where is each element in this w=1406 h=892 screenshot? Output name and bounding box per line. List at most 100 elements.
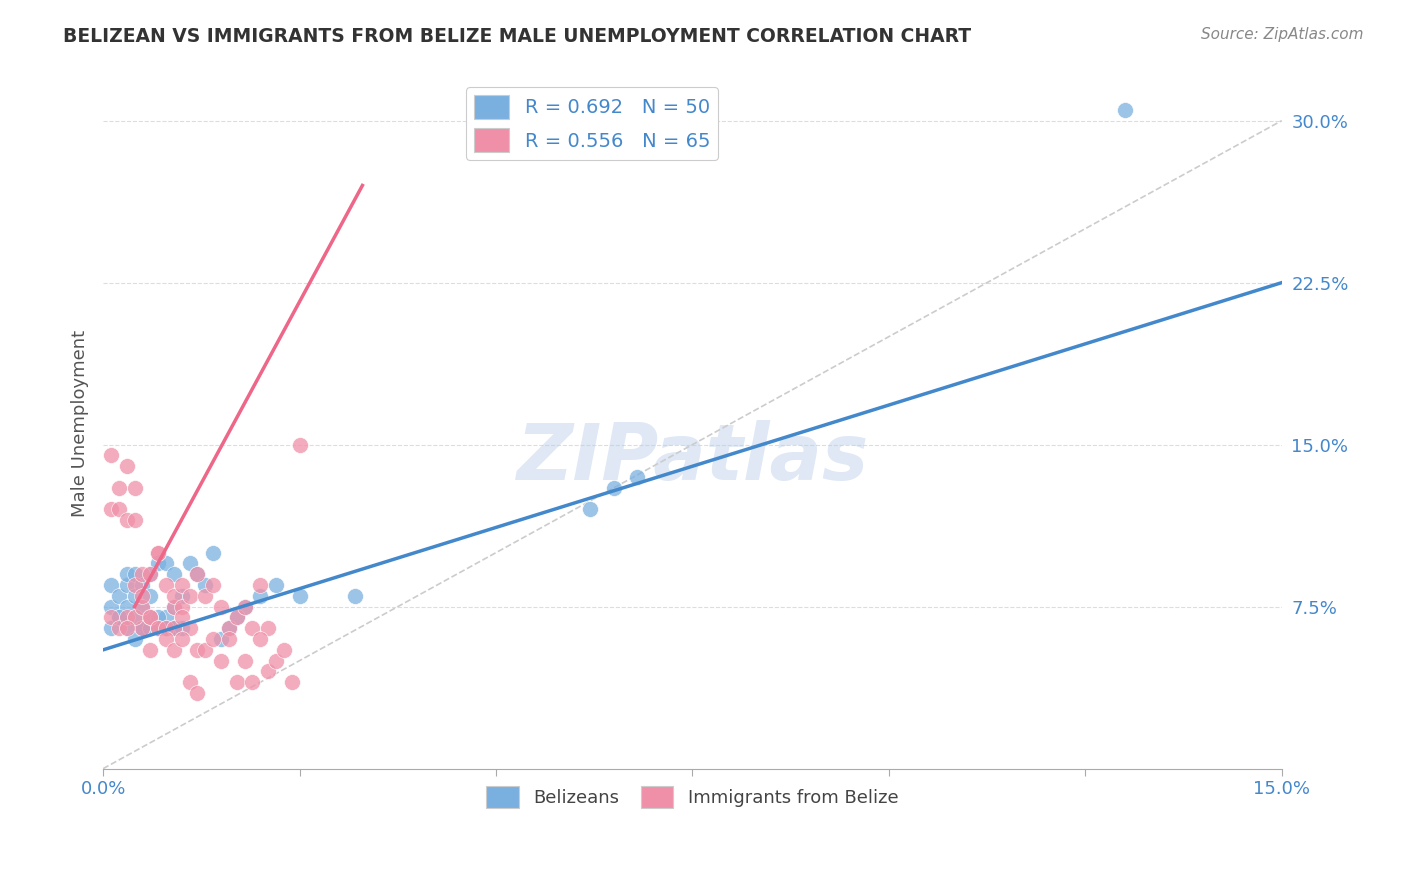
- Point: [115, 567, 138, 582]
- Point: [257, 665, 280, 679]
- Point: [194, 643, 217, 657]
- Point: [139, 610, 162, 624]
- Point: [131, 578, 153, 592]
- Point: [108, 589, 131, 603]
- Point: [146, 621, 169, 635]
- Point: [179, 675, 201, 690]
- Point: [124, 567, 146, 582]
- Point: [146, 610, 169, 624]
- Point: [288, 437, 311, 451]
- Text: Source: ZipAtlas.com: Source: ZipAtlas.com: [1201, 27, 1364, 42]
- Point: [139, 567, 162, 582]
- Point: [124, 513, 146, 527]
- Point: [626, 470, 648, 484]
- Point: [194, 589, 217, 603]
- Point: [280, 675, 302, 690]
- Point: [108, 621, 131, 635]
- Point: [124, 589, 146, 603]
- Point: [124, 610, 146, 624]
- Point: [155, 557, 177, 571]
- Point: [108, 502, 131, 516]
- Point: [155, 621, 177, 635]
- Point: [146, 621, 169, 635]
- Point: [209, 654, 232, 668]
- Point: [170, 589, 193, 603]
- Point: [131, 589, 153, 603]
- Point: [209, 632, 232, 646]
- Point: [225, 675, 247, 690]
- Point: [155, 621, 177, 635]
- Point: [170, 621, 193, 635]
- Point: [163, 621, 186, 635]
- Point: [242, 621, 264, 635]
- Point: [186, 567, 208, 582]
- Point: [218, 621, 240, 635]
- Point: [233, 654, 256, 668]
- Point: [186, 643, 208, 657]
- Point: [108, 481, 131, 495]
- Point: [170, 599, 193, 614]
- Point: [100, 449, 122, 463]
- Point: [139, 621, 162, 635]
- Point: [146, 546, 169, 560]
- Point: [218, 621, 240, 635]
- Point: [163, 599, 186, 614]
- Point: [579, 502, 602, 516]
- Point: [124, 610, 146, 624]
- Point: [115, 578, 138, 592]
- Point: [242, 675, 264, 690]
- Point: [202, 546, 225, 560]
- Point: [264, 654, 287, 668]
- Point: [225, 610, 247, 624]
- Point: [124, 632, 146, 646]
- Y-axis label: Male Unemployment: Male Unemployment: [72, 329, 89, 516]
- Point: [273, 643, 295, 657]
- Point: [194, 578, 217, 592]
- Point: [100, 599, 122, 614]
- Point: [115, 621, 138, 635]
- Point: [179, 589, 201, 603]
- Point: [163, 599, 186, 614]
- Point: [218, 632, 240, 646]
- Point: [100, 578, 122, 592]
- Point: [139, 589, 162, 603]
- Point: [179, 621, 201, 635]
- Point: [170, 610, 193, 624]
- Point: [288, 589, 311, 603]
- Point: [131, 599, 153, 614]
- Point: [202, 632, 225, 646]
- Point: [603, 481, 626, 495]
- Point: [131, 599, 153, 614]
- Point: [131, 621, 153, 635]
- Point: [115, 459, 138, 474]
- Point: [139, 643, 162, 657]
- Point: [170, 578, 193, 592]
- Point: [100, 621, 122, 635]
- Point: [1114, 103, 1136, 117]
- Point: [155, 632, 177, 646]
- Point: [139, 567, 162, 582]
- Point: [163, 589, 186, 603]
- Point: [115, 621, 138, 635]
- Point: [115, 599, 138, 614]
- Text: BELIZEAN VS IMMIGRANTS FROM BELIZE MALE UNEMPLOYMENT CORRELATION CHART: BELIZEAN VS IMMIGRANTS FROM BELIZE MALE …: [63, 27, 972, 45]
- Point: [100, 502, 122, 516]
- Point: [264, 578, 287, 592]
- Point: [124, 578, 146, 592]
- Point: [163, 643, 186, 657]
- Point: [179, 557, 201, 571]
- Point: [146, 621, 169, 635]
- Point: [249, 578, 271, 592]
- Point: [163, 621, 186, 635]
- Point: [202, 578, 225, 592]
- Point: [146, 557, 169, 571]
- Point: [343, 589, 366, 603]
- Point: [100, 610, 122, 624]
- Point: [225, 610, 247, 624]
- Point: [233, 599, 256, 614]
- Point: [249, 589, 271, 603]
- Point: [209, 599, 232, 614]
- Point: [131, 621, 153, 635]
- Point: [108, 610, 131, 624]
- Text: ZIPatlas: ZIPatlas: [516, 419, 869, 496]
